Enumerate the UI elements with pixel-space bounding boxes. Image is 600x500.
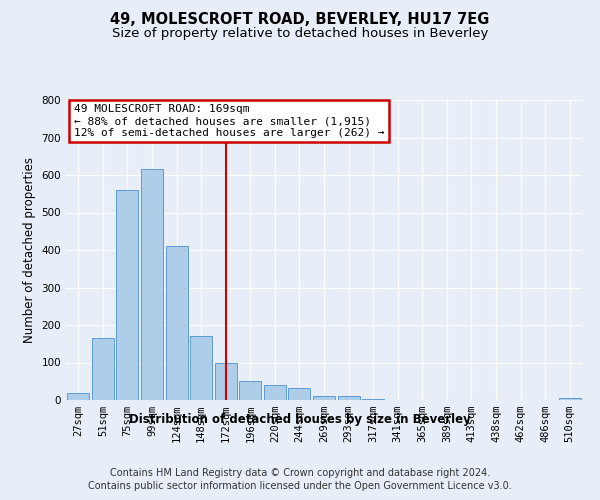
Bar: [166, 246, 188, 400]
Bar: [67, 392, 89, 400]
Text: 49, MOLESCROFT ROAD, BEVERLEY, HU17 7EG: 49, MOLESCROFT ROAD, BEVERLEY, HU17 7EG: [110, 12, 490, 28]
Bar: [215, 362, 237, 400]
Text: Distribution of detached houses by size in Beverley: Distribution of detached houses by size …: [129, 412, 471, 426]
Bar: [92, 338, 114, 400]
Bar: [313, 396, 335, 400]
Text: Size of property relative to detached houses in Beverley: Size of property relative to detached ho…: [112, 28, 488, 40]
Bar: [239, 381, 262, 400]
Y-axis label: Number of detached properties: Number of detached properties: [23, 157, 36, 343]
Bar: [116, 190, 139, 400]
Bar: [362, 399, 384, 400]
Bar: [559, 398, 581, 400]
Bar: [289, 388, 310, 400]
Bar: [190, 336, 212, 400]
Text: 49 MOLESCROFT ROAD: 169sqm
← 88% of detached houses are smaller (1,915)
12% of s: 49 MOLESCROFT ROAD: 169sqm ← 88% of deta…: [74, 104, 384, 138]
Bar: [264, 385, 286, 400]
Text: Contains HM Land Registry data © Crown copyright and database right 2024.: Contains HM Land Registry data © Crown c…: [110, 468, 490, 477]
Text: Contains public sector information licensed under the Open Government Licence v3: Contains public sector information licen…: [88, 481, 512, 491]
Bar: [338, 396, 359, 400]
Bar: [141, 170, 163, 400]
